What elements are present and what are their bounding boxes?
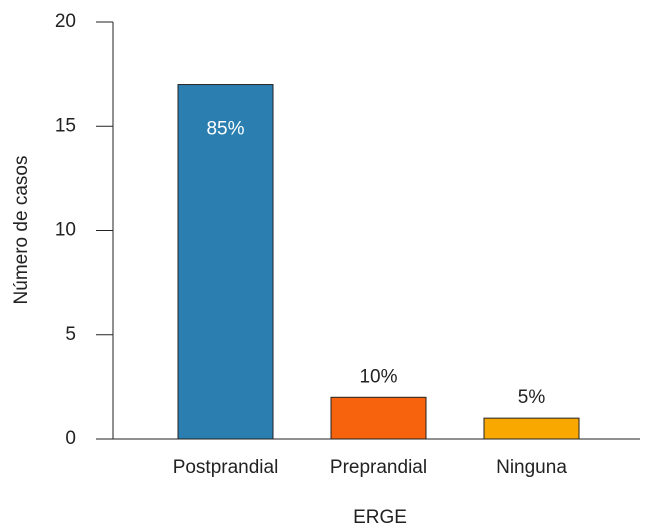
y-tick-label: 20 — [55, 11, 76, 32]
y-tick-label: 5 — [65, 324, 76, 345]
bar-annotation: 85% — [206, 119, 244, 140]
y-axis-label: Número de casos — [11, 156, 32, 305]
x-tick-label: Postprandial — [173, 457, 279, 478]
bar — [177, 84, 274, 440]
x-tick-label: Preprandial — [330, 457, 427, 478]
bar — [483, 417, 580, 440]
bar-annotation: 5% — [518, 387, 546, 408]
y-tick-label: 0 — [65, 428, 76, 449]
bar — [330, 396, 427, 440]
y-tick-label: 15 — [55, 115, 76, 136]
x-tick-label: Ninguna — [496, 457, 567, 478]
bar-annotation: 10% — [359, 366, 397, 387]
y-tick-label: 10 — [55, 220, 76, 241]
x-axis-label: ERGE — [353, 507, 407, 528]
